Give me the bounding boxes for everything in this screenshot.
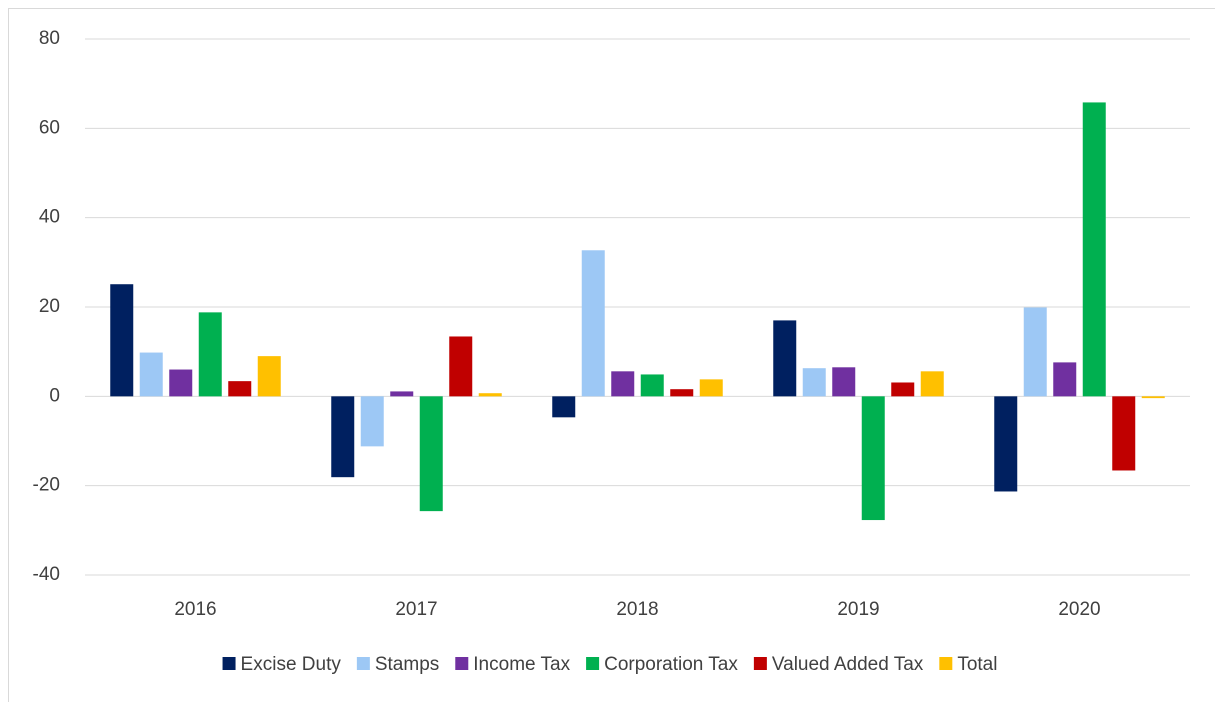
bar [360,396,384,447]
x-tick-label: 2019 [837,599,879,620]
legend-label: Valued Added Tax [772,654,924,675]
bar [640,374,664,397]
legend-label: Excise Duty [241,654,342,675]
y-tick-label: 60 [39,117,60,138]
bar [139,352,163,397]
bar [773,320,797,397]
y-tick-label: -20 [33,475,60,496]
bar [891,382,915,397]
x-tick-label: 2020 [1058,599,1100,620]
x-tick-label: 2017 [395,599,437,620]
y-tick-label: 20 [39,296,60,317]
x-tick-label: 2016 [174,599,216,620]
bar [390,391,414,397]
legend-label: Corporation Tax [604,654,738,675]
bar [1112,396,1136,471]
bar [802,368,826,397]
legend-label: Income Tax [473,654,570,675]
legend-swatch [222,657,236,670]
bar [478,393,502,397]
bar [169,369,193,397]
bar [331,396,355,478]
bar [670,389,694,397]
y-tick-label: 0 [49,385,60,406]
legend-swatch [356,657,370,670]
x-tick-label: 2018 [616,599,658,620]
y-tick-label: 40 [39,207,60,228]
legend-swatch [939,657,953,670]
bar [552,396,576,418]
bar [1141,396,1165,399]
bar [1053,362,1077,397]
bar [920,371,944,397]
chart-frame [8,8,1215,702]
bar [419,396,443,512]
legend-label: Stamps [375,654,439,675]
bar [994,396,1018,492]
legend-swatch [586,657,600,670]
y-tick-label: -40 [33,564,60,585]
bar [581,250,605,397]
legend-label: Total [957,654,997,675]
bar [198,312,222,397]
bar [1082,102,1106,397]
bar [611,371,635,397]
y-tick-label: 80 [39,28,60,49]
legend-swatch [455,657,469,670]
bar [861,396,885,521]
bar [110,284,134,397]
bar [257,356,281,397]
legend-swatch [753,657,767,670]
bar [1023,307,1047,397]
bar [449,336,473,397]
bar [699,379,723,397]
bar [832,367,856,397]
bar [228,381,252,397]
